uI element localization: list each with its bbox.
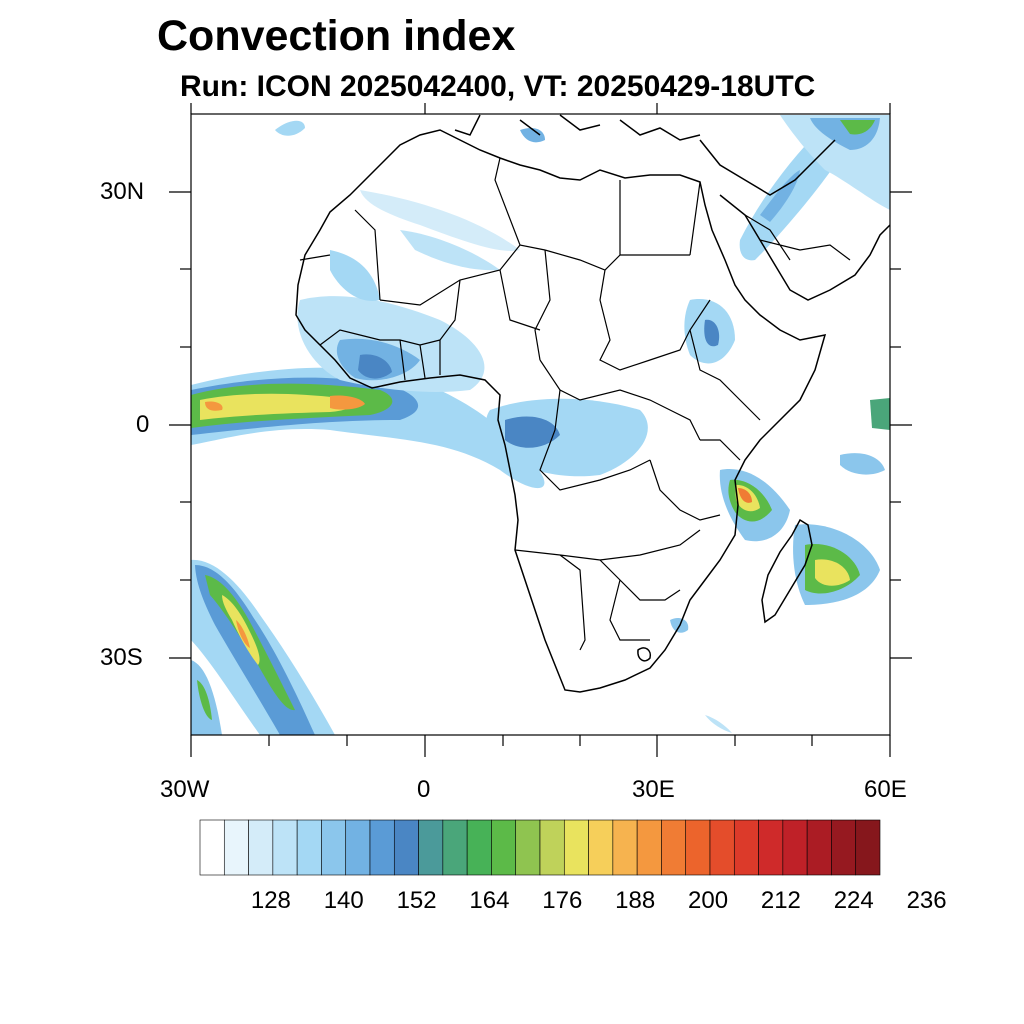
field-ethiopia-mid — [704, 319, 720, 347]
colorbar-swatch — [831, 819, 857, 876]
colorbar-swatch — [296, 819, 322, 876]
lat-label-30s: 30S — [100, 644, 143, 671]
colorbar-swatch — [491, 819, 517, 876]
colorbar-label: 224 — [833, 887, 874, 914]
field-east-edge — [870, 398, 890, 430]
colorbar-swatch — [393, 819, 419, 876]
lat-label-0: 0 — [136, 411, 150, 438]
border-sahara-1 — [299, 209, 546, 306]
colorbar-swatch — [733, 819, 759, 876]
colorbar-swatch — [466, 819, 492, 876]
field-sahara-streak2 — [400, 230, 500, 271]
colorbar-swatch — [806, 819, 832, 876]
lon-label-60e: 60E — [864, 776, 907, 803]
colorbar-swatch — [588, 819, 614, 876]
colorbar-swatch — [685, 819, 711, 876]
madagascar-coastline — [761, 518, 813, 624]
colorbar-swatch — [272, 819, 298, 876]
field-tanzania-orange — [738, 488, 752, 503]
africa-coastline — [295, 129, 827, 693]
field-atlantic-band-orange — [330, 395, 365, 410]
colorbar-swatch — [442, 819, 468, 876]
border-west-africa — [319, 329, 441, 381]
field-north-atlantic — [275, 120, 305, 136]
field-congo-mid — [505, 416, 560, 448]
colorbar-swatch — [345, 819, 371, 876]
field-south-streak — [705, 715, 732, 733]
colorbar-swatch — [636, 819, 662, 876]
chart-subtitle: Run: ICON 2025042400, VT: 20250429-18UTC — [180, 70, 816, 103]
colorbar-swatch — [199, 819, 225, 876]
colorbar-label: 236 — [906, 887, 947, 914]
country-borders — [299, 157, 851, 651]
map-layer — [191, 114, 890, 735]
colorbar-swatch — [758, 819, 784, 876]
field-east-patch — [840, 453, 885, 475]
field-south-atlantic-orange — [236, 620, 250, 648]
colorbar-swatch — [539, 819, 565, 876]
field-madagascar-east-yellow — [815, 559, 850, 586]
colorbar-swatch — [855, 819, 881, 876]
chart-title: Convection index — [157, 12, 516, 60]
colorbar-label: 164 — [469, 887, 510, 914]
field-guinea-coast — [358, 354, 392, 379]
border-middle-east — [744, 214, 851, 261]
coastlines — [295, 114, 890, 693]
colorbar-label: 200 — [688, 887, 729, 914]
colorbar-label: 152 — [396, 887, 437, 914]
lon-label-30w: 30W — [160, 776, 210, 803]
field-ne-corner-green — [840, 120, 875, 135]
border-sahel — [439, 269, 711, 371]
field-sahara-streak1 — [360, 190, 520, 251]
lat-label-30n: 30N — [100, 178, 145, 205]
colorbar-swatch — [248, 819, 274, 876]
border-southern — [514, 529, 701, 651]
colorbar-label: 188 — [615, 887, 656, 914]
convection-field — [191, 115, 890, 735]
colorbar-swatch — [418, 819, 444, 876]
colorbar-swatch — [223, 819, 249, 876]
colorbar-swatch — [563, 819, 589, 876]
lesotho — [637, 647, 652, 662]
field-atlantic-band-yellow — [200, 393, 353, 420]
colorbar-swatch — [782, 819, 808, 876]
colorbar-swatch — [661, 819, 687, 876]
lon-label-0: 0 — [417, 776, 431, 803]
colorbar-label: 176 — [542, 887, 583, 914]
arabia-coastline — [699, 139, 890, 301]
border-central — [539, 359, 701, 491]
colorbar-label: 140 — [323, 887, 364, 914]
colorbar-label: 212 — [760, 887, 801, 914]
axis-ticks — [169, 103, 912, 757]
border-sahara-3 — [534, 181, 701, 361]
colorbar-swatch — [369, 819, 395, 876]
colorbar-swatch — [321, 819, 347, 876]
colorbar-label: 128 — [250, 887, 291, 914]
field-tunisia — [520, 128, 545, 143]
field-atlantic-band-orange2 — [205, 401, 223, 411]
field-sw-corner-green — [197, 680, 212, 720]
colorbar-swatch — [612, 819, 638, 876]
field-nw-africa — [330, 250, 380, 301]
border-east — [649, 329, 761, 521]
colorbar-swatch — [709, 819, 735, 876]
lon-label-30e: 30E — [632, 776, 675, 803]
europe-coastline — [454, 114, 701, 141]
colorbar-swatch — [515, 819, 541, 876]
colorbar — [199, 819, 881, 876]
